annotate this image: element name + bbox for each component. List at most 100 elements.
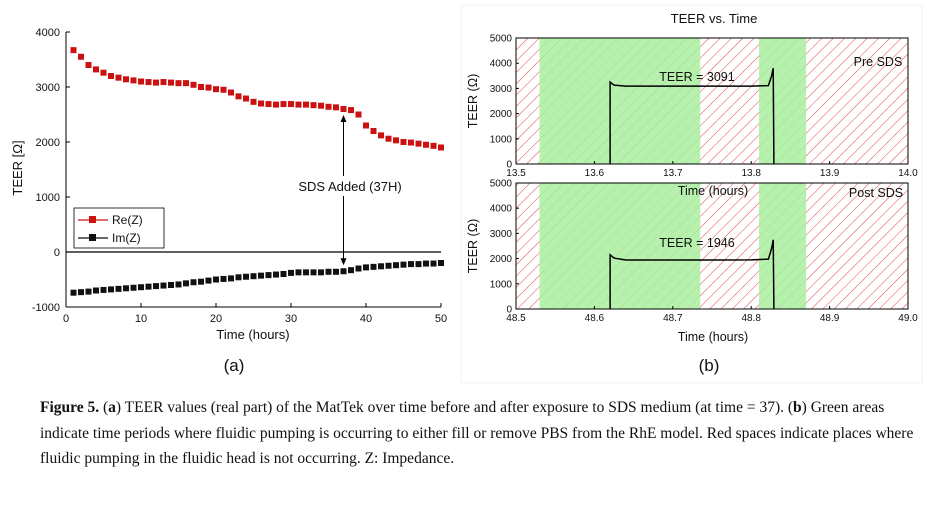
re-z-point	[168, 79, 174, 86]
im-z-point	[213, 276, 219, 283]
re-z-point	[205, 84, 212, 91]
post-sds-pumping-region	[759, 183, 807, 309]
panel-b-title: TEER vs. Time	[671, 11, 758, 26]
im-z-point	[355, 265, 362, 272]
im-z-point	[93, 287, 99, 294]
y-tick-label: -1000	[32, 302, 60, 314]
x-axis-label: Time (hours)	[216, 327, 289, 342]
im-z-point	[303, 269, 309, 276]
re-z-point	[130, 77, 137, 84]
im-z-point	[190, 279, 197, 286]
im-z-point	[85, 288, 92, 295]
figure-caption: Figure 5. (a) TEER values (real part) of…	[40, 395, 920, 472]
caption-panel-b-ref: b	[793, 399, 802, 416]
post-sds-plot-frame	[515, 182, 909, 310]
re-z-point	[138, 78, 144, 85]
im-z-point	[430, 260, 437, 267]
re-z-point	[385, 135, 392, 142]
re-z-point	[378, 132, 384, 139]
post-sds-x-tick-label: 48.6	[585, 313, 605, 324]
im-z-point	[205, 277, 212, 284]
im-z-point	[385, 262, 392, 269]
re-z-point	[153, 79, 159, 86]
re-z-point	[340, 106, 347, 112]
im-z-point	[78, 289, 84, 296]
post-sds-x-tick-label: 48.8	[741, 313, 761, 324]
re-z-point	[235, 93, 242, 100]
re-z-point	[280, 101, 287, 108]
re-z-point	[250, 98, 257, 105]
im-z-point	[340, 268, 347, 275]
legend-re-label: Re(Z)	[112, 213, 143, 227]
re-z-point	[430, 142, 437, 149]
sds-arrowhead-bottom	[340, 258, 347, 266]
post-sds-y-tick-label: 4000	[490, 204, 513, 215]
re-z-point	[100, 69, 107, 76]
im-z-point	[408, 261, 414, 268]
re-z-point	[145, 79, 152, 86]
re-z-point	[408, 139, 414, 146]
im-z-point	[115, 285, 122, 292]
y-tick-label: 2000	[36, 137, 60, 149]
pre-sds-x-tick-label: 13.5	[506, 168, 526, 179]
pre-sds-y-tick-label: 5000	[490, 34, 513, 45]
pre-sds-teer-line	[609, 68, 775, 165]
im-z-point	[250, 273, 257, 280]
y-tick-label: 0	[54, 247, 60, 259]
sds-arrowhead-top	[340, 115, 347, 122]
re-z-point	[108, 73, 114, 79]
im-z-point	[258, 272, 264, 279]
re-z-point	[78, 53, 84, 60]
re-z-point	[85, 62, 92, 68]
pre-sds-x-tick-label: 13.7	[663, 168, 683, 179]
im-z-point	[438, 260, 444, 266]
post-sds-label: Post SDS	[849, 186, 903, 200]
re-z-point	[318, 102, 324, 109]
pre-sds-x-tick-label: 13.9	[820, 168, 840, 179]
re-z-point	[393, 137, 399, 144]
re-z-point	[333, 104, 339, 111]
post-sds-x-tick-label: 48.7	[663, 313, 683, 324]
re-z-point	[348, 107, 354, 114]
im-z-point	[153, 283, 159, 290]
im-z-point	[333, 268, 339, 275]
im-z-point	[183, 280, 189, 287]
post-sds-x-tick-label: 48.5	[506, 313, 526, 324]
re-z-point	[213, 86, 219, 93]
y-tick-label: 4000	[36, 27, 60, 39]
im-z-point	[400, 261, 407, 268]
caption-text-2: ) TEER values (real part) of the MatTek …	[115, 399, 794, 416]
im-z-point	[130, 284, 137, 291]
pre-sds-y-tick-label: 4000	[490, 59, 513, 70]
re-z-point	[228, 89, 234, 96]
post-sds-y-tick-label: 2000	[490, 254, 513, 265]
post-sds-y-tick-label: 1000	[490, 279, 513, 290]
re-z-point	[370, 128, 377, 134]
re-z-point	[123, 76, 129, 83]
pre-sds-x-tick-label: 13.8	[741, 168, 761, 179]
re-z-point	[243, 95, 249, 102]
top-x-axis-label: Time (hours)	[678, 184, 748, 198]
im-z-point	[348, 267, 354, 274]
panel-a-label: (a)	[224, 356, 245, 375]
re-z-point	[220, 86, 227, 93]
pre-sds-pumping-region	[539, 38, 701, 164]
im-z-point	[145, 283, 152, 290]
caption-figure-label: Figure 5.	[40, 399, 100, 416]
sds-annotation-bg	[286, 176, 416, 196]
im-z-point	[363, 264, 369, 271]
im-z-point	[295, 269, 302, 276]
legend-im-marker	[89, 234, 96, 241]
post-sds-pumping-region	[539, 183, 701, 309]
post-sds-x-tick-label: 49.0	[898, 313, 918, 324]
post-sds-y-tick-label: 3000	[490, 229, 513, 240]
pre-sds-y-tick-label: 0	[506, 160, 512, 171]
im-z-point	[423, 260, 429, 267]
im-z-point	[273, 271, 279, 278]
im-z-point	[123, 285, 129, 292]
re-z-point	[325, 103, 332, 110]
pre-sds-y-tick-label: 2000	[490, 109, 513, 120]
im-z-point	[220, 275, 227, 282]
pre-sds-y-tick-label: 1000	[490, 134, 513, 145]
re-z-point	[295, 101, 302, 108]
